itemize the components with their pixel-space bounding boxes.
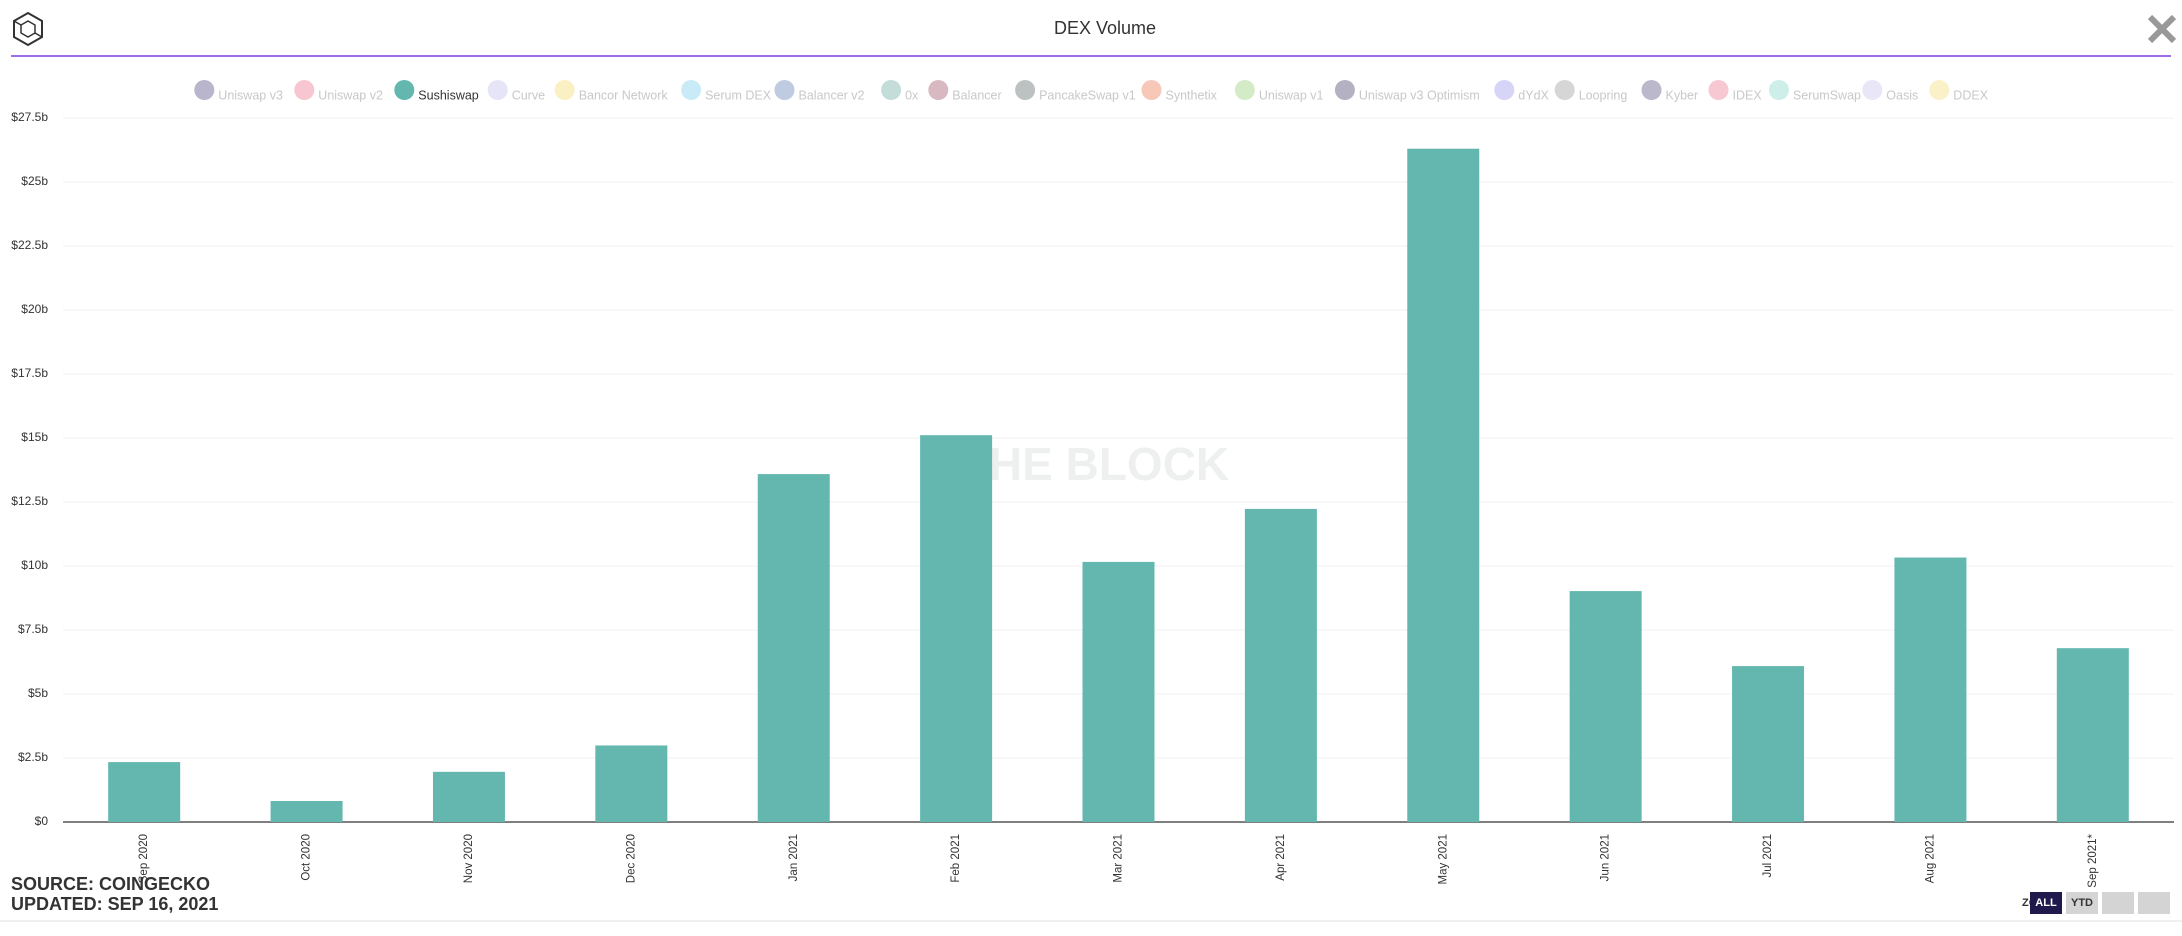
x-tick-label: Aug 2021	[1924, 834, 1936, 883]
bar	[270, 801, 343, 822]
close-button[interactable]	[2147, 14, 2177, 44]
legend-label: Serum DEX	[705, 88, 772, 102]
zoom-button[interactable]	[2138, 892, 2170, 914]
legend-marker	[487, 80, 508, 100]
legend-label: dYdX	[1518, 88, 1549, 102]
bar	[108, 762, 181, 822]
x-tick-label: Sep 2021*	[2087, 833, 2099, 887]
legend-marker	[1141, 80, 1162, 100]
legend-marker	[1234, 80, 1255, 100]
legend-marker	[394, 80, 415, 100]
y-tick-label: $22.5b	[11, 238, 48, 252]
bar	[757, 474, 830, 822]
x-tick-label: Mar 2021	[1113, 834, 1125, 883]
y-tick-label: $0	[35, 814, 49, 828]
x-tick-label: Jan 2021	[788, 834, 800, 881]
zoom-button[interactable]	[2066, 892, 2098, 914]
bar	[432, 771, 505, 822]
legend-marker	[1554, 80, 1575, 100]
logo	[13, 11, 43, 47]
y-tick-label: $5b	[28, 686, 48, 700]
legend-marker	[928, 80, 949, 100]
legend-label: PancakeSwap v1	[1039, 88, 1136, 102]
source: SOURCE: COINGECKO	[11, 874, 210, 894]
legend-marker	[1768, 80, 1789, 100]
x-tick-label: Nov 2020	[463, 834, 475, 883]
bar	[920, 435, 993, 822]
zoom-button-label: ALL	[2035, 897, 2057, 909]
y-tick-label: $27.5b	[11, 110, 48, 124]
y-tick-label: $10b	[21, 558, 48, 572]
legend-marker	[1929, 80, 1950, 100]
legend-marker	[1334, 80, 1355, 100]
legend-label: Synthetix	[1166, 88, 1218, 102]
zoom-button[interactable]	[2030, 892, 2062, 914]
y-tick-label: $2.5b	[18, 750, 48, 764]
bar	[1082, 561, 1155, 822]
legend-marker	[681, 80, 702, 100]
x-tick-label: Sep 2020	[138, 834, 150, 883]
y-tick-label: $20b	[21, 302, 48, 316]
legend-marker	[1494, 80, 1515, 100]
legend-marker	[1641, 80, 1662, 100]
legend-label: Kyber	[1666, 88, 1699, 102]
x-tick-label: Jul 2021	[1762, 834, 1774, 877]
watermark: THE BLOCK	[961, 438, 1229, 490]
legend-label: Uniswap v1	[1259, 88, 1324, 102]
x-tick-label: Jun 2021	[1600, 834, 1612, 881]
y-tick-label: $17.5b	[11, 366, 48, 380]
legend-marker	[881, 80, 902, 100]
x-tick-label: May 2021	[1437, 834, 1449, 885]
legend-label: Oasis	[1886, 88, 1918, 102]
x-tick-label: Oct 2020	[301, 834, 313, 881]
legend-marker	[554, 80, 575, 100]
legend-label: Uniswap v3 Optimism	[1359, 88, 1480, 102]
legend-label: Loopring	[1579, 88, 1628, 102]
y-tick-label: $25b	[21, 174, 48, 188]
legend-label: 0x	[905, 88, 919, 102]
bar	[595, 745, 668, 822]
zoom-button-label: YTD	[2071, 897, 2093, 909]
y-tick-label: $7.5b	[18, 622, 48, 636]
legend-label: Balancer v2	[799, 88, 865, 102]
bar	[1569, 591, 1642, 822]
legend-marker	[1708, 80, 1729, 100]
legend-label: DDEX	[1953, 88, 1988, 102]
bar	[1244, 508, 1317, 822]
legend-label: Balancer	[952, 88, 1001, 102]
legend-marker	[294, 80, 315, 100]
x-tick-label: Feb 2021	[950, 834, 962, 883]
legend-marker	[194, 80, 215, 100]
legend-label: SerumSwap	[1793, 88, 1861, 102]
bar	[1732, 666, 1805, 822]
legend-label: Uniswap v2	[318, 88, 383, 102]
zoom-button[interactable]	[2102, 892, 2134, 914]
y-tick-label: $15b	[21, 430, 48, 444]
x-tick-label: Dec 2020	[625, 834, 637, 883]
legend-marker	[774, 80, 795, 100]
legend-label: IDEX	[1733, 88, 1763, 102]
chart-title: DEX Volume	[1054, 18, 1156, 38]
legend-marker	[1015, 80, 1036, 100]
updated: UPDATED: SEP 16, 2021	[11, 894, 218, 914]
legend-label: Bancor Network	[579, 88, 669, 102]
bar	[1407, 148, 1480, 823]
bar	[2056, 648, 2129, 822]
legend-label: Curve	[512, 88, 545, 102]
legend-label: Uniswap v3	[218, 88, 283, 102]
legend-label: Sushiswap	[418, 88, 478, 102]
x-tick-label: Apr 2021	[1275, 834, 1287, 881]
legend-marker	[1862, 80, 1883, 100]
y-tick-label: $12.5b	[11, 494, 48, 508]
bar	[1894, 557, 1967, 822]
